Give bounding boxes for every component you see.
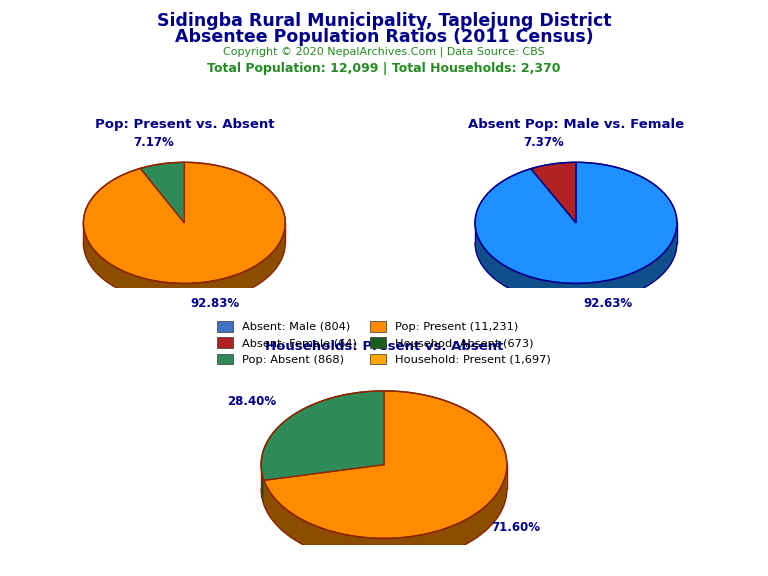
Polygon shape: [475, 223, 677, 304]
Text: Total Population: 12,099 | Total Households: 2,370: Total Population: 12,099 | Total Househo…: [207, 62, 561, 75]
Text: 7.37%: 7.37%: [524, 136, 564, 149]
Polygon shape: [475, 162, 677, 283]
Title: Pop: Present vs. Absent: Pop: Present vs. Absent: [94, 118, 274, 131]
Text: Sidingba Rural Municipality, Taplejung District: Sidingba Rural Municipality, Taplejung D…: [157, 12, 611, 29]
Text: Copyright © 2020 NepalArchives.Com | Data Source: CBS: Copyright © 2020 NepalArchives.Com | Dat…: [223, 46, 545, 56]
Polygon shape: [531, 162, 576, 223]
Text: 28.40%: 28.40%: [227, 395, 276, 408]
Text: 7.17%: 7.17%: [133, 136, 174, 149]
Text: 92.63%: 92.63%: [584, 297, 633, 310]
Title: Households: Present vs. Absent: Households: Present vs. Absent: [265, 340, 503, 353]
Text: 71.60%: 71.60%: [492, 521, 541, 535]
Polygon shape: [264, 391, 507, 539]
Polygon shape: [84, 162, 285, 283]
Polygon shape: [141, 162, 184, 223]
Legend: Absent: Male (804), Absent: Female (64), Pop: Absent (868), Pop: Present (11,231: Absent: Male (804), Absent: Female (64),…: [217, 321, 551, 365]
Polygon shape: [261, 391, 384, 480]
Title: Absent Pop: Male vs. Female: Absent Pop: Male vs. Female: [468, 118, 684, 131]
Polygon shape: [84, 223, 285, 304]
Polygon shape: [261, 465, 264, 505]
Text: 92.83%: 92.83%: [191, 297, 240, 310]
Polygon shape: [264, 465, 507, 563]
Text: Absentee Population Ratios (2011 Census): Absentee Population Ratios (2011 Census): [174, 28, 594, 46]
